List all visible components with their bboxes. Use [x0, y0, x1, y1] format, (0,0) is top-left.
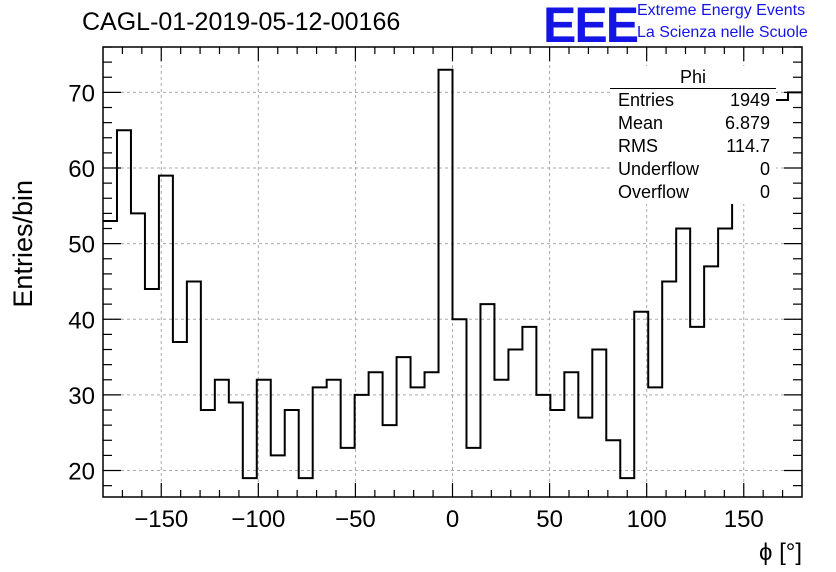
- x-axis-label: ϕ [°]: [759, 539, 802, 566]
- stats-title: Phi: [610, 66, 776, 89]
- stats-row-underflow: Underflow 0: [610, 158, 776, 181]
- y-tick-label: 40: [68, 307, 95, 334]
- stats-value: 1949: [729, 90, 770, 110]
- x-tick-label: 150: [724, 506, 764, 533]
- stats-row-mean: Mean 6.879: [610, 112, 776, 135]
- stats-value: 0: [759, 159, 770, 179]
- stats-rows: Entries 1949 Mean 6.879 RMS 114.7 Underflow 0 Ov…: [610, 89, 776, 204]
- x-tick-label: 50: [536, 506, 563, 533]
- stats-row-overflow: Overflow 0: [610, 181, 776, 204]
- stats-label: Entries: [618, 90, 675, 110]
- stats-box: Phi Entries 1949 Mean 6.879 RMS 114.7 Underflo…: [610, 66, 776, 204]
- stats-value: 114.7: [726, 136, 770, 156]
- y-tick-label: 60: [68, 156, 95, 183]
- logo-line-2: La Scienza nelle Scuole: [637, 24, 808, 41]
- stats-label: RMS: [618, 136, 658, 156]
- x-tick-label: 0: [446, 506, 459, 533]
- stats-value: 6.879: [724, 113, 770, 133]
- run-title: CAGL-01-2019-05-12-00166: [82, 8, 401, 36]
- y-tick-label: 20: [68, 459, 95, 486]
- stats-row-entries: Entries 1949: [610, 89, 776, 112]
- y-tick-labels: 20 30 40 50 60 70: [68, 80, 95, 485]
- y-tick-label: 50: [68, 232, 95, 259]
- stats-row-rms: RMS 114.7: [610, 135, 776, 158]
- axis-ticks: [103, 46, 802, 497]
- stats-label: Underflow: [618, 159, 700, 179]
- x-tick-labels: −150 −100 −50 0 50 100 150: [134, 506, 764, 533]
- stats-label: Mean: [618, 113, 664, 133]
- logo-line-1: Extreme Energy Events: [637, 2, 806, 19]
- y-axis-label: Entries/bin: [8, 180, 38, 308]
- stats-value: 0: [759, 182, 770, 202]
- stats-label: Overflow: [618, 182, 690, 202]
- eee-logo: EEE: [543, 0, 639, 53]
- x-tick-label: −50: [335, 506, 376, 533]
- histogram-outline: [103, 68, 802, 480]
- x-tick-label: −100: [231, 506, 285, 533]
- y-tick-label: 70: [68, 80, 95, 107]
- x-tick-label: −150: [134, 506, 188, 533]
- x-tick-label: 100: [627, 506, 667, 533]
- y-tick-label: 30: [68, 383, 95, 410]
